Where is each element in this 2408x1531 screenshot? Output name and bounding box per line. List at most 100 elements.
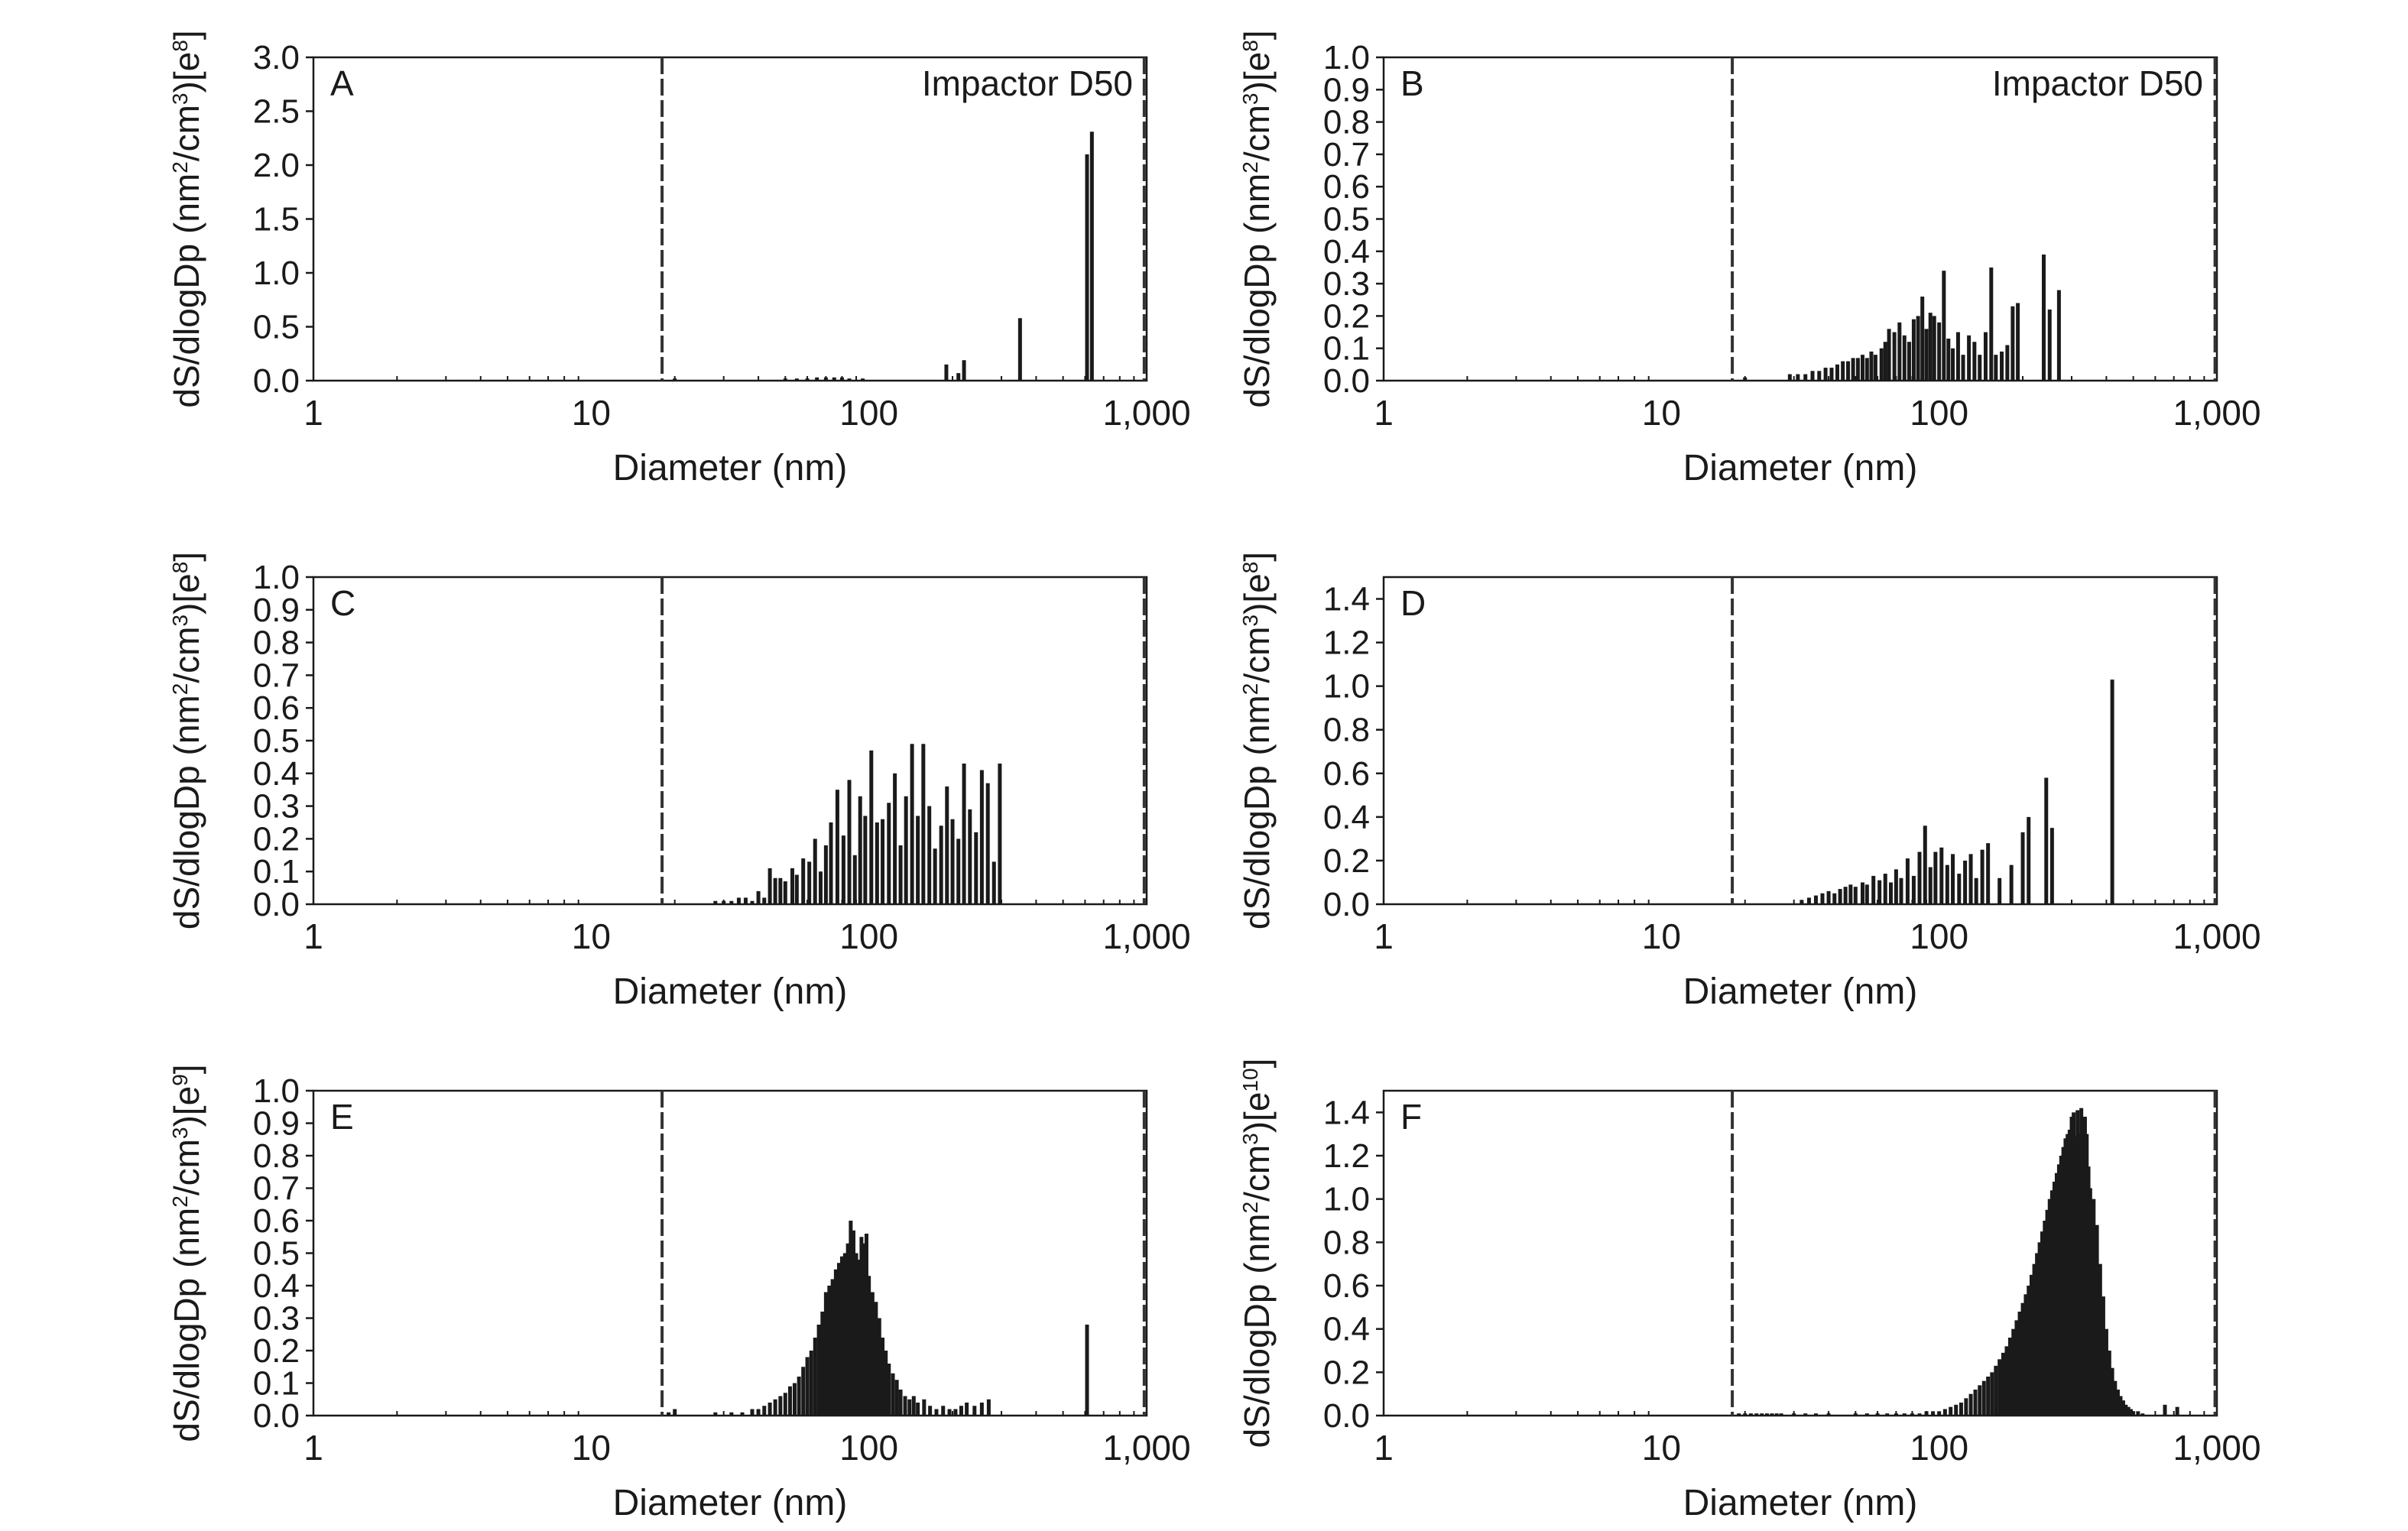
- bar: [1853, 887, 1858, 904]
- bar: [778, 1396, 783, 1416]
- x-tick-label: 10: [1642, 393, 1681, 433]
- bar: [1928, 867, 1933, 904]
- bar: [2043, 1221, 2047, 1416]
- bar: [2011, 1328, 2016, 1416]
- y-tick-label: 0.2: [1323, 842, 1370, 880]
- bar: [2140, 1413, 2145, 1416]
- bar: [1864, 884, 1869, 904]
- bar: [2126, 1406, 2131, 1416]
- bar: [2110, 1367, 2114, 1416]
- bar: [1946, 339, 1951, 381]
- chart-panel-a: 0.0 0.5 1.0 1.5 2.0 2.5 3.0 1 10 100 1,000 A Impacto…: [167, 30, 1191, 488]
- bar: [2054, 1173, 2059, 1416]
- y-tick-label: 1.2: [1323, 624, 1370, 662]
- y-tick-label: 0.7: [1323, 136, 1370, 174]
- bar: [1851, 358, 1855, 381]
- bar: [2029, 1274, 2033, 1416]
- bar: [867, 1276, 871, 1416]
- bar: [1955, 332, 1960, 381]
- bar: [1787, 374, 1792, 381]
- bar: [1994, 355, 1998, 381]
- y-tick-label: 0.4: [1323, 1311, 1370, 1348]
- bar: [875, 822, 879, 904]
- y-tick-label: 0.5: [1323, 201, 1370, 238]
- bar: [991, 861, 996, 904]
- x-tick-label: 1: [303, 1428, 323, 1468]
- y-tick-label: 0.0: [253, 886, 300, 923]
- bar: [1817, 371, 1822, 381]
- bar: [972, 1406, 977, 1416]
- bar: [1964, 1398, 1968, 1416]
- y-tick-label: 0.6: [253, 1202, 300, 1240]
- bar: [807, 861, 812, 904]
- x-tick-label: 1,000: [2173, 1428, 2260, 1468]
- y-axis-label-superscript: 8: [168, 40, 192, 52]
- y-tick-label: 0.1: [253, 1365, 300, 1403]
- y-axis-label: dS/dlogDp (nm2/cm3)[e9]: [167, 1064, 206, 1442]
- bar: [768, 1403, 772, 1416]
- y-tick-label: 0.8: [1323, 712, 1370, 749]
- y-tick-label: 0.2: [1323, 1354, 1370, 1391]
- bar: [833, 1269, 838, 1416]
- bar: [1085, 1325, 1089, 1416]
- bar: [2067, 1130, 2072, 1416]
- y-tick-label: 0.3: [1323, 265, 1370, 303]
- x-tick-label: 1: [303, 916, 323, 956]
- bar: [1997, 877, 2002, 904]
- bar: [854, 1253, 858, 1416]
- bar: [2027, 816, 2031, 904]
- bar: [1085, 154, 1089, 381]
- bar: [809, 1351, 813, 1416]
- bar: [1869, 351, 1874, 381]
- bar: [898, 1390, 903, 1416]
- bar: [762, 897, 767, 904]
- bar: [1978, 1385, 1982, 1416]
- y-tick-label: 1.0: [253, 559, 300, 596]
- y-tick-label: 0.9: [253, 1105, 300, 1143]
- bar: [1989, 267, 1994, 381]
- y-axis-label-part: /cm: [167, 1139, 206, 1195]
- bar: [898, 845, 903, 904]
- bar: [1829, 368, 1834, 381]
- y-axis-label-superscript: 9: [168, 1074, 192, 1086]
- bar: [1774, 1413, 1779, 1416]
- bar: [773, 877, 777, 904]
- bar: [830, 1279, 835, 1416]
- bar: [1963, 860, 1968, 904]
- bar: [870, 1292, 875, 1416]
- bar: [2047, 309, 2052, 381]
- bar: [1990, 1372, 1994, 1416]
- x-tick-label: 1: [1374, 916, 1394, 956]
- y-axis-label-superscript: 2: [168, 1195, 192, 1208]
- bar: [1823, 368, 1828, 381]
- bar: [1981, 1380, 1986, 1416]
- bar: [986, 1399, 991, 1416]
- y-axis-label-superscript: 2: [1238, 683, 1262, 696]
- y-axis-label-part: ]: [167, 552, 206, 562]
- y-axis-label-part: dS/dlogDp (nm: [167, 174, 206, 408]
- bar: [2175, 1406, 2179, 1416]
- bar: [1796, 374, 1800, 381]
- bar: [884, 1351, 888, 1416]
- bar: [1832, 893, 1837, 904]
- bar: [2052, 1182, 2056, 1416]
- bar: [847, 780, 852, 904]
- y-tick-label: 3.0: [253, 39, 300, 76]
- y-axis-label-part: )[e: [1237, 1092, 1277, 1134]
- bar: [792, 1383, 797, 1416]
- bar: [911, 1396, 916, 1416]
- bar: [2110, 680, 2114, 904]
- y-axis-label-superscript: 2: [168, 683, 192, 696]
- bar: [801, 1367, 806, 1416]
- bar: [1860, 355, 1864, 381]
- bar: [2056, 1164, 2061, 1416]
- y-tick-label: 0.8: [1323, 104, 1370, 141]
- bar: [2088, 1188, 2092, 1416]
- bar: [1951, 854, 1955, 904]
- x-tick-label: 1: [1374, 393, 1394, 433]
- y-tick-label: 2.0: [253, 147, 300, 184]
- bar: [941, 1406, 946, 1416]
- bar: [1978, 355, 1982, 381]
- y-tick-label: 1.2: [1323, 1137, 1370, 1175]
- y-axis-label-part: /cm: [167, 627, 206, 683]
